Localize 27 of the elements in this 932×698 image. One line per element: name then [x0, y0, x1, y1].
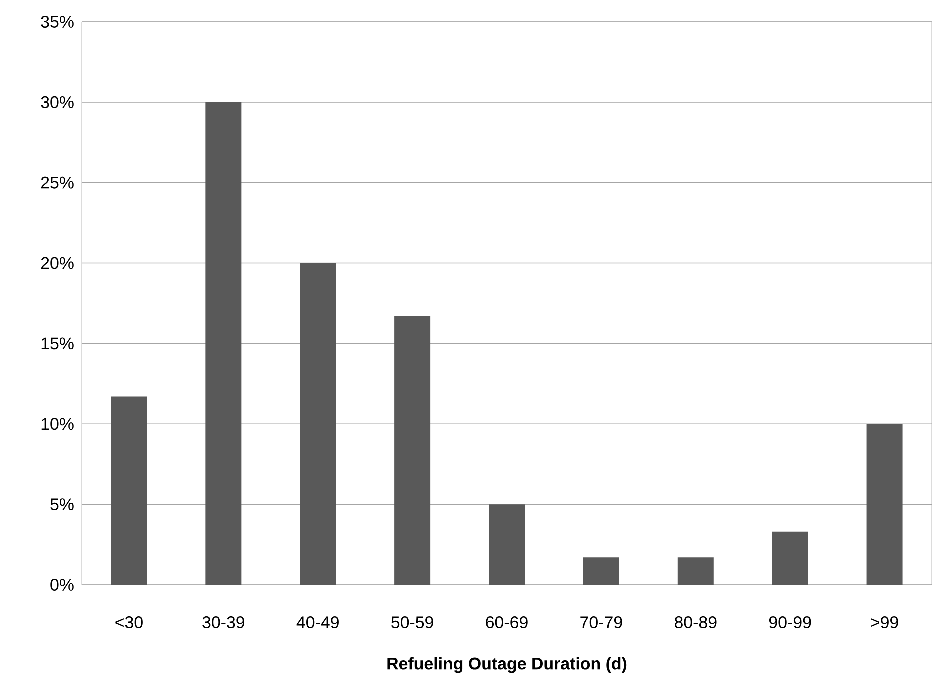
x-tick-label: 90-99	[769, 616, 812, 629]
bar	[678, 558, 714, 585]
x-tick-label: <30	[116, 616, 143, 629]
y-tick-label: 30%	[41, 96, 74, 108]
x-tick-label: 80-89	[674, 616, 717, 629]
y-tick-label: 10%	[42, 418, 74, 430]
x-tick-label: 40-49	[296, 616, 339, 629]
x-tick-label: 60-69	[486, 616, 528, 629]
bar	[583, 558, 620, 585]
bar	[300, 263, 336, 585]
bar	[866, 424, 903, 585]
x-tick-label: 50-59	[392, 616, 434, 629]
y-tick-label: 0%	[50, 579, 74, 592]
y-tick-label: 15%	[42, 338, 74, 350]
x-axis-title: Refueling Outage Duration (d)	[388, 657, 627, 674]
y-tick-label: 20%	[41, 257, 74, 270]
x-tick-label: 70-79	[580, 616, 622, 629]
bar	[489, 504, 526, 585]
x-tick-label: 30-39	[202, 616, 245, 629]
bar	[111, 396, 148, 585]
y-tick-label: 25%	[41, 176, 74, 189]
y-tick-label: 35%	[41, 16, 74, 28]
y-tick-label: 5%	[50, 498, 74, 511]
bar	[394, 316, 431, 585]
bar	[206, 102, 242, 585]
x-tick-label: >99	[871, 616, 898, 629]
bar	[772, 532, 808, 585]
